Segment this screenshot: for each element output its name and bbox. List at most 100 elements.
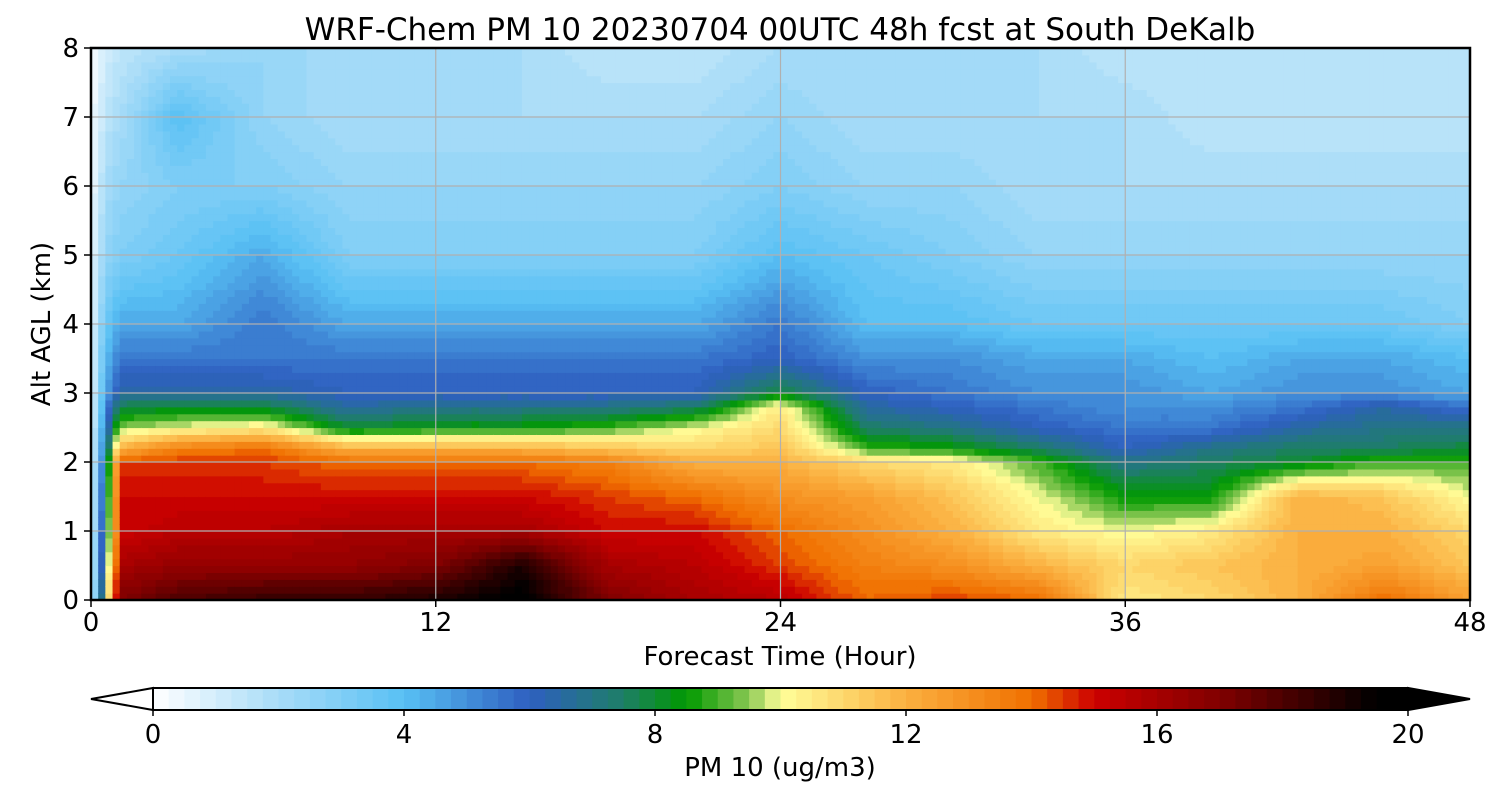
field-cell (442, 441, 451, 449)
field-cell (292, 241, 300, 249)
field-cell (521, 261, 530, 270)
field-cell (536, 531, 545, 539)
field-cell (378, 68, 387, 77)
field-cell (148, 48, 157, 56)
field-cell (227, 475, 236, 484)
field-cell (414, 365, 422, 373)
field-cell (256, 165, 264, 173)
field-cell (306, 427, 315, 435)
field-cell (529, 282, 537, 291)
field-cell (148, 351, 157, 360)
field-cell (213, 282, 221, 291)
field-cell (378, 448, 387, 456)
field-cell (284, 358, 293, 366)
field-cell (177, 255, 185, 263)
field-cell (407, 475, 415, 484)
field-cell (335, 186, 343, 194)
field-cell (119, 103, 128, 111)
field-cell (241, 110, 250, 118)
field-cell (464, 365, 473, 373)
field-cell (486, 468, 494, 477)
field-cell (521, 510, 530, 518)
field-cell (234, 289, 243, 297)
field-cell (399, 531, 408, 539)
field-cell (514, 268, 523, 277)
field-cell (363, 82, 372, 90)
field-cell (356, 248, 365, 256)
field-cell (184, 103, 193, 111)
field-cell (126, 441, 135, 449)
field-cell (299, 89, 308, 97)
field-cell (256, 434, 264, 442)
field-cell (407, 241, 415, 249)
field-cell (335, 468, 343, 477)
field-cell (342, 206, 351, 215)
field-cell (155, 54, 164, 63)
field-cell (306, 123, 315, 132)
field-cell (378, 531, 387, 539)
field-cell (435, 586, 444, 594)
field-cell (277, 248, 286, 256)
field-cell (213, 103, 221, 111)
field-cell (442, 206, 451, 215)
field-cell (464, 572, 473, 580)
field-cell (134, 475, 142, 484)
field-cell (464, 289, 473, 297)
field-cell (507, 399, 516, 408)
field-cell (536, 455, 545, 463)
field-cell (521, 475, 530, 484)
field-cell (170, 468, 178, 477)
field-cell (148, 393, 157, 401)
field-cell (442, 117, 451, 125)
field-cell (464, 261, 473, 270)
field-cell (471, 351, 480, 360)
field-cell (335, 351, 343, 360)
field-cell (198, 448, 207, 456)
field-cell (521, 462, 530, 470)
field-cell (91, 337, 99, 346)
field-cell (205, 420, 214, 429)
field-cell (457, 289, 466, 297)
field-cell (170, 496, 178, 504)
field-cell (385, 489, 394, 498)
field-cell (306, 130, 315, 139)
field-cell (313, 310, 322, 318)
field-cell (392, 524, 401, 532)
field-cell (198, 179, 207, 187)
field-cell (486, 179, 494, 187)
field-cell (464, 268, 473, 277)
field-cell (478, 151, 487, 159)
field-cell (91, 213, 99, 222)
field-cell (371, 213, 379, 222)
field-cell (500, 393, 509, 401)
field-cell (249, 68, 257, 77)
field-cell (126, 61, 135, 70)
field-cell (521, 206, 530, 215)
field-cell (407, 261, 415, 270)
field-cell (363, 455, 372, 463)
field-cell (407, 179, 415, 187)
field-cell (270, 96, 279, 104)
field-cell (306, 220, 315, 228)
field-cell (98, 565, 106, 573)
field-cell (486, 372, 494, 380)
field-cell (292, 337, 300, 346)
field-cell (349, 130, 358, 139)
field-cell (342, 282, 351, 291)
field-cell (198, 220, 207, 228)
field-cell (277, 537, 286, 546)
field-cell (292, 179, 300, 187)
field-cell (478, 593, 487, 600)
field-cell (399, 579, 408, 587)
field-cell (457, 517, 466, 525)
field-cell (162, 468, 171, 477)
field-cell (184, 241, 193, 249)
field-cell (241, 96, 250, 104)
field-cell (306, 192, 315, 201)
field-cell (478, 296, 487, 304)
field-cell (284, 489, 293, 498)
field-cell (148, 255, 157, 263)
field-cell (119, 324, 128, 332)
field-cell (363, 468, 372, 477)
field-cell (521, 61, 530, 70)
